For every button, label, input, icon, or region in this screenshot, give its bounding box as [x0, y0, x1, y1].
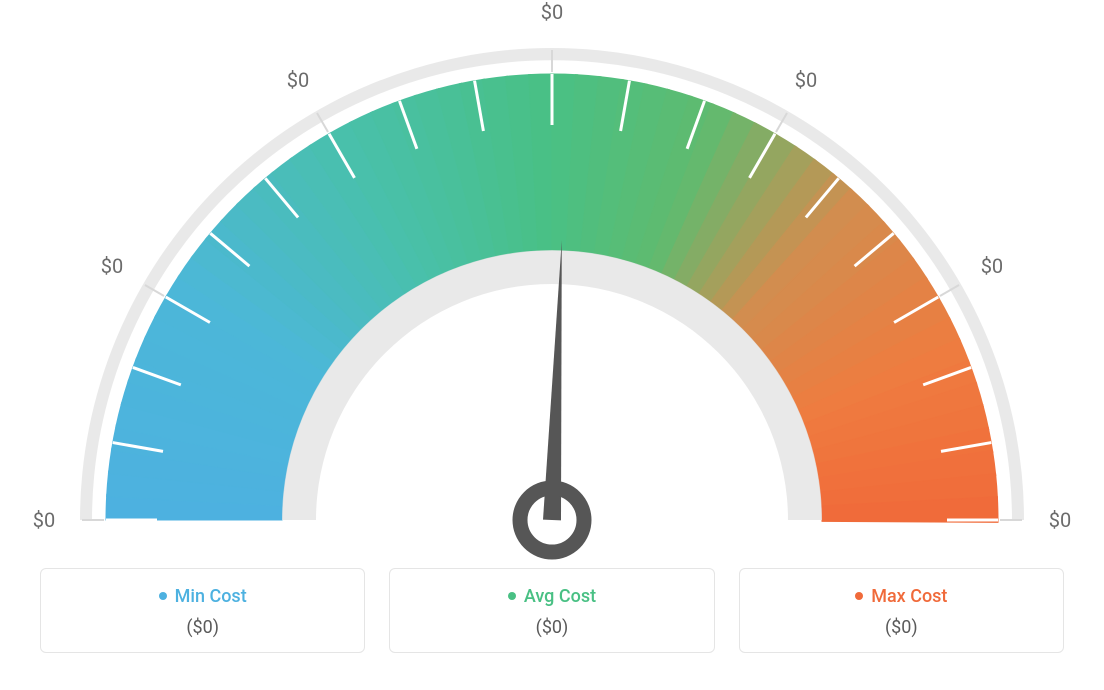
- legend-title-text: Avg Cost: [524, 586, 596, 607]
- tick-label: $0: [33, 508, 55, 532]
- tick-label: $0: [981, 254, 1003, 278]
- legend-dot-icon: [159, 592, 167, 600]
- tick-label: $0: [287, 68, 309, 92]
- legend-title-text: Max Cost: [871, 586, 947, 607]
- legend-title: Avg Cost: [508, 586, 596, 607]
- tick-label: $0: [1049, 508, 1071, 532]
- legend-row: Min Cost ($0) Avg Cost ($0) Max Cost ($0): [0, 568, 1104, 653]
- legend-card: Max Cost ($0): [739, 568, 1064, 653]
- legend-title: Max Cost: [855, 586, 947, 607]
- legend-card: Min Cost ($0): [40, 568, 365, 653]
- legend-value: ($0): [41, 617, 364, 638]
- tick-label: $0: [795, 68, 817, 92]
- legend-value: ($0): [740, 617, 1063, 638]
- legend-title: Min Cost: [159, 586, 247, 607]
- gauge-chart: $0 $0 $0 $0 $0 $0 $0: [0, 0, 1104, 560]
- legend-value: ($0): [390, 617, 713, 638]
- legend-card: Avg Cost ($0): [389, 568, 714, 653]
- gauge-svg: [0, 0, 1104, 560]
- tick-label: $0: [541, 0, 563, 24]
- tick-label: $0: [101, 254, 123, 278]
- legend-dot-icon: [855, 592, 863, 600]
- legend-dot-icon: [508, 592, 516, 600]
- legend-title-text: Min Cost: [175, 586, 247, 607]
